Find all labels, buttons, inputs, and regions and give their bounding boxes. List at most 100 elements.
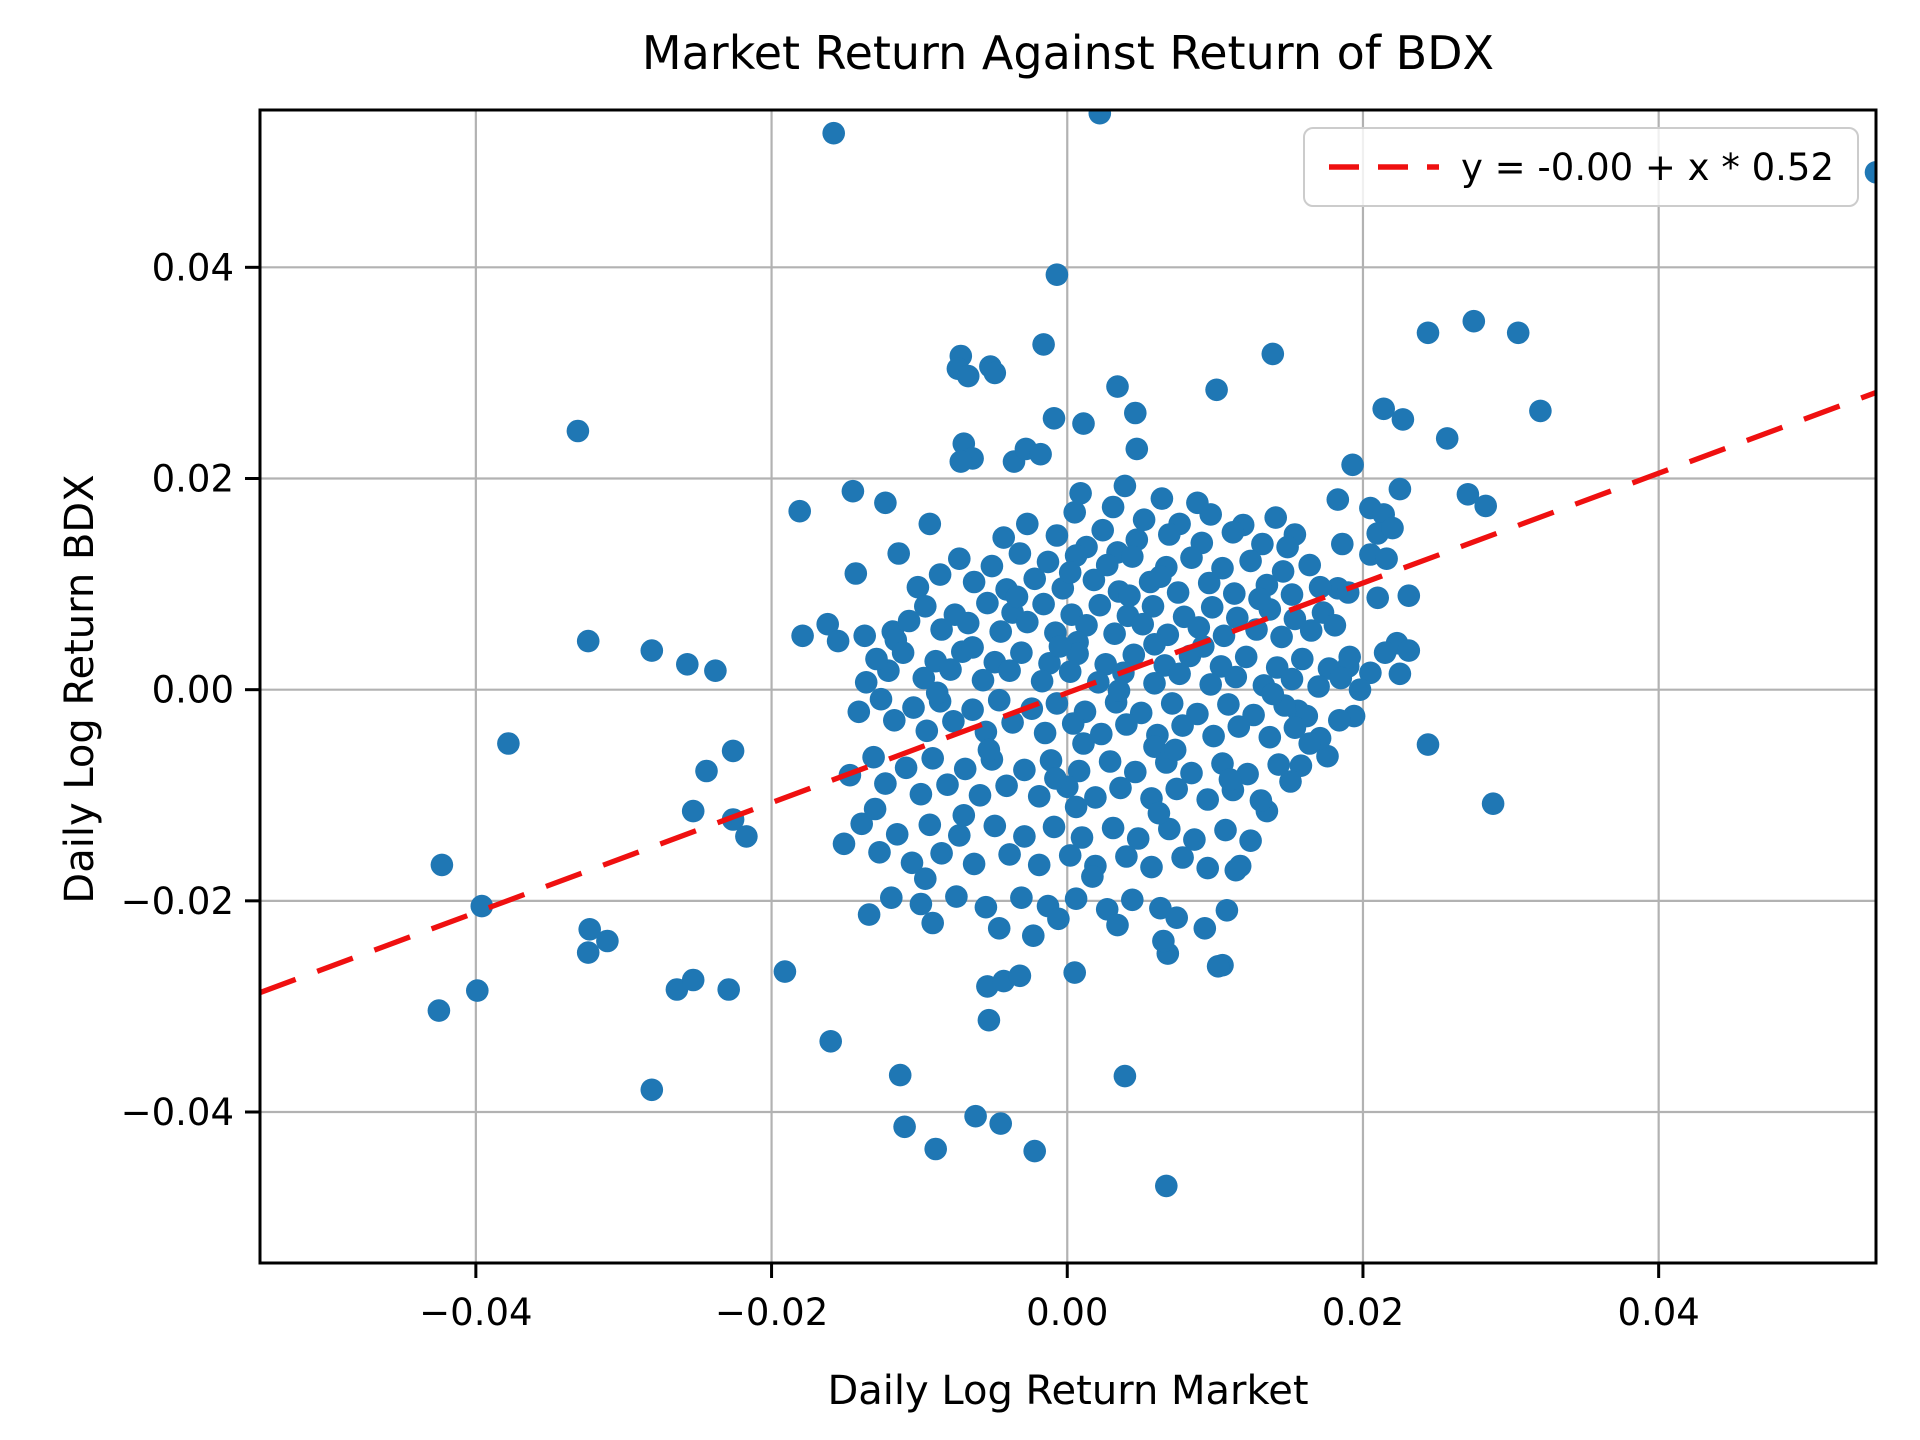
scatter-point xyxy=(853,624,876,648)
scatter-point xyxy=(1372,397,1395,421)
scatter-point xyxy=(1298,732,1321,755)
scatter-point xyxy=(921,747,944,770)
scatter-point xyxy=(1030,669,1054,693)
scatter-point xyxy=(1218,768,1242,791)
scatter-point xyxy=(977,1008,1001,1032)
scatter-point xyxy=(1283,607,1307,631)
scatter-point xyxy=(1098,750,1122,773)
scatter-point xyxy=(987,917,1011,940)
scatter-point xyxy=(847,700,871,724)
scatter-point xyxy=(1141,595,1165,618)
y-tick-label: 0.04 xyxy=(152,246,234,289)
scatter-point xyxy=(1276,535,1299,559)
scatter-point xyxy=(880,886,903,909)
scatter-point xyxy=(596,929,619,953)
scatter-point xyxy=(1147,801,1171,825)
scatter-point xyxy=(1261,342,1285,366)
scatter-point xyxy=(883,709,906,732)
scatter-point xyxy=(1155,1174,1178,1198)
scatter-point xyxy=(1082,568,1106,592)
scatter-point xyxy=(1308,575,1332,599)
scatter-point xyxy=(1197,571,1221,595)
scatter-point xyxy=(928,563,952,586)
scatter-point xyxy=(1124,401,1147,425)
scatter-point xyxy=(1864,161,1876,184)
scatter-point xyxy=(952,804,976,827)
scatter-point xyxy=(788,499,811,523)
scatter-point xyxy=(1158,523,1181,546)
scatter-point xyxy=(1084,786,1107,809)
scatter-point xyxy=(791,624,814,648)
scatter-point xyxy=(1270,625,1293,649)
y-tick-label: 0.00 xyxy=(152,669,234,712)
scatter-point xyxy=(1152,929,1175,953)
scatter-point xyxy=(1375,547,1398,570)
scatter-point xyxy=(497,732,520,755)
scatter-point xyxy=(1211,556,1234,580)
scatter-point xyxy=(1066,642,1089,666)
scatter-point xyxy=(1279,770,1302,793)
scatter-point xyxy=(1107,679,1131,702)
scatter-point xyxy=(1125,528,1149,551)
scatter-point xyxy=(1109,776,1132,800)
scatter-point xyxy=(1150,487,1174,510)
scatter-point xyxy=(983,814,1007,838)
scatter-point xyxy=(980,554,1004,578)
scatter-point xyxy=(924,1137,947,1161)
scatter-point xyxy=(888,1063,912,1087)
scatter-point xyxy=(1283,716,1307,739)
scatter-point xyxy=(1061,712,1085,735)
scatter-point xyxy=(1143,672,1166,695)
scatter-point xyxy=(1529,399,1552,423)
scatter-point xyxy=(995,774,1018,798)
scatter-point xyxy=(1088,593,1112,617)
scatter-point xyxy=(939,658,962,681)
scatter-point xyxy=(1121,888,1144,912)
scatter-point xyxy=(1063,961,1086,984)
scatter-point xyxy=(1474,494,1497,518)
scatter-point xyxy=(1032,333,1055,356)
scatter-point xyxy=(1187,616,1211,639)
scatter-point xyxy=(1215,899,1239,922)
scatter-point xyxy=(887,542,910,565)
scatter-series xyxy=(260,110,1876,1198)
scatter-point xyxy=(953,757,977,781)
scatter-point xyxy=(1183,828,1206,851)
scatter-point xyxy=(1118,584,1141,607)
scatter-point xyxy=(1416,321,1440,345)
scatter-point xyxy=(1416,733,1440,756)
scatter-point xyxy=(1106,375,1129,398)
scatter-point xyxy=(826,629,850,653)
scatter-point xyxy=(1236,762,1259,786)
scatter-point xyxy=(640,1078,664,1102)
scatter-point xyxy=(470,894,494,918)
scatter-point xyxy=(1180,546,1203,569)
scatter-point xyxy=(869,687,893,711)
scatter-point xyxy=(987,688,1011,712)
scatter-point xyxy=(893,1115,916,1139)
scatter-point xyxy=(721,739,745,763)
scatter-point xyxy=(1267,753,1290,776)
scatter-point xyxy=(894,756,918,780)
scatter-point xyxy=(1010,641,1033,664)
scatter-point xyxy=(640,639,664,662)
scatter-point xyxy=(976,591,999,615)
scatter-point xyxy=(1115,845,1138,868)
scatter-point xyxy=(1249,789,1273,812)
scatter-point xyxy=(1280,583,1304,606)
scatter-point xyxy=(977,738,1001,762)
scatter-point xyxy=(850,812,873,836)
scatter-point xyxy=(717,978,740,1001)
scatter-point xyxy=(1326,488,1350,511)
scatter-point xyxy=(1234,645,1258,669)
scatter-point xyxy=(1013,825,1036,848)
scatter-point xyxy=(1506,321,1530,345)
scatter-point xyxy=(961,636,984,659)
scatter-point xyxy=(1016,610,1039,634)
scatter-point xyxy=(949,450,973,473)
scatter-point xyxy=(964,1104,987,1128)
scatter-point xyxy=(909,782,933,806)
scatter-point xyxy=(1199,673,1222,696)
x-tick-label: 0.02 xyxy=(1322,1291,1404,1334)
scatter-point xyxy=(1271,560,1295,583)
